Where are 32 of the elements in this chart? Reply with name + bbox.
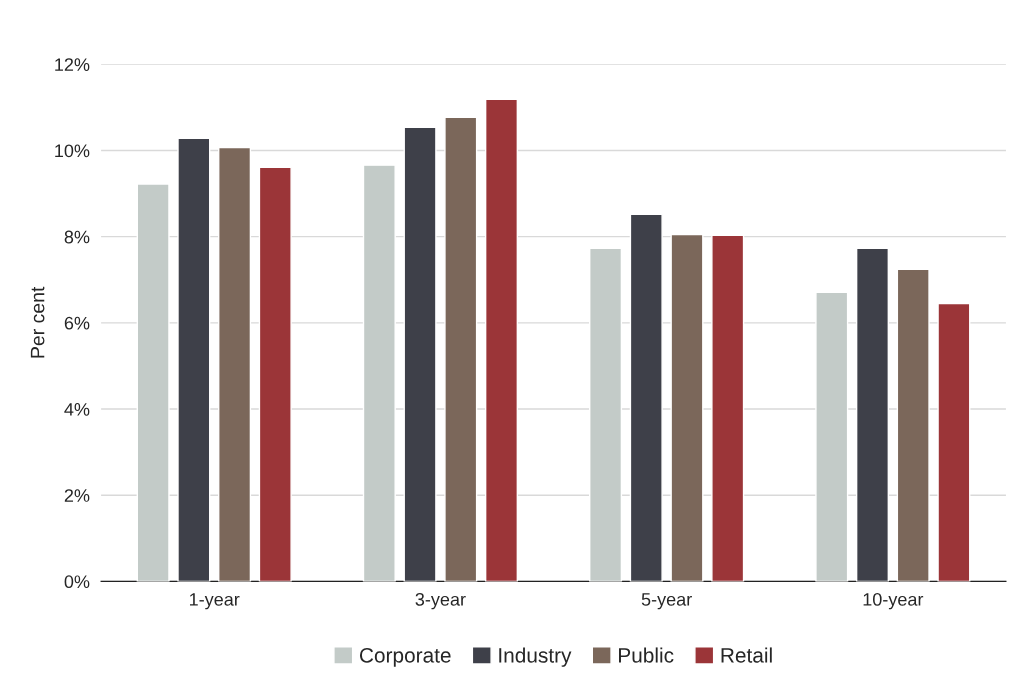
y-tick-label: 4% (64, 403, 90, 416)
x-tick-label: 10-year (863, 592, 924, 610)
bar (444, 116, 478, 582)
bar (136, 183, 170, 582)
legend-label: Public (619, 647, 674, 663)
bar (896, 268, 930, 582)
x-tick-label: 5-year (641, 593, 692, 610)
bar (403, 126, 437, 582)
bar (629, 213, 663, 582)
y-tick-label: 12% (55, 58, 90, 71)
bar (711, 234, 745, 582)
x-tick-label: 1-year (190, 593, 240, 610)
bar (589, 247, 623, 582)
bar (815, 291, 849, 582)
bar (484, 98, 519, 582)
legend-label: Corporate (359, 647, 451, 667)
y-tick-label: 0% (64, 575, 90, 589)
bar (218, 146, 252, 582)
bar (362, 164, 396, 582)
y-axis-title: Per cent (30, 286, 45, 358)
x-tick-label: 3-year (415, 592, 466, 610)
bar (855, 247, 890, 582)
bar (177, 137, 211, 582)
y-tick-label: 10% (55, 144, 90, 158)
legend-label: Industry (499, 647, 572, 667)
bar (670, 233, 704, 582)
bar (258, 166, 292, 582)
legend-label: Retail (721, 647, 772, 663)
y-tick-label: 6% (64, 316, 90, 330)
y-tick-label: 8% (64, 230, 90, 244)
bar (937, 302, 971, 582)
y-tick-label: 2% (64, 489, 90, 502)
